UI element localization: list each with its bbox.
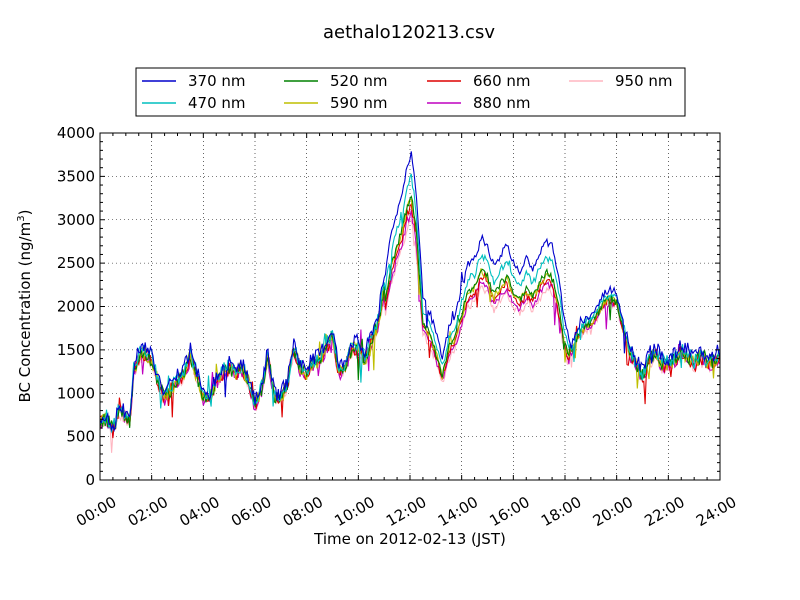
y-tick-label: 1000	[57, 384, 95, 402]
y-tick-label: 0	[85, 471, 95, 489]
y-axis-label-superscript: 3	[16, 215, 27, 221]
y-tick-label: 3000	[57, 211, 95, 229]
x-tick-label: 20:00	[590, 493, 636, 530]
x-tick-label: 18:00	[538, 493, 584, 530]
x-tick-label: 08:00	[280, 493, 326, 530]
y-tick-label: 2000	[57, 298, 95, 316]
legend-label: 660 nm	[473, 72, 531, 90]
y-tick-label: 1500	[57, 341, 95, 359]
y-axis-label-close: )	[16, 210, 34, 216]
x-tick-label: 14:00	[435, 493, 481, 530]
x-tick-label: 24:00	[693, 493, 739, 530]
legend-label: 950 nm	[615, 72, 673, 90]
legend-label: 470 nm	[188, 94, 246, 112]
legend-label: 370 nm	[188, 72, 246, 90]
legend-label: 520 nm	[330, 72, 388, 90]
series-line	[99, 210, 721, 438]
x-axis-label: Time on 2012-02-13 (JST)	[313, 530, 506, 548]
y-tick-label: 500	[66, 428, 95, 446]
chart-title: aethalo120213.csv	[323, 22, 495, 43]
x-tick-label: 04:00	[176, 493, 222, 530]
x-tick-label: 00:00	[73, 493, 119, 530]
x-tick-label: 22:00	[641, 493, 687, 530]
y-tick-label: 2500	[57, 254, 95, 272]
x-tick-label: 06:00	[228, 493, 274, 530]
x-tick-label: 02:00	[125, 493, 171, 530]
legend-box	[135, 67, 686, 117]
legend: 370 nm 470 nm 520 nm 590 nm 660 nm 880 nm 950 …	[135, 67, 686, 117]
y-axis-label: BC Concentration (ng/m3)	[16, 210, 34, 403]
plot-area: 00:00 02:00 04:00 06:00 08:00 10:00 12:00 14:00…	[57, 124, 740, 530]
legend-label: 880 nm	[473, 94, 531, 112]
y-tick-label: 4000	[57, 124, 95, 142]
y-axis-label-main: BC Concentration (ng/m	[16, 222, 34, 403]
x-tick-label: 12:00	[383, 493, 429, 530]
x-tick-label: 16:00	[486, 493, 532, 530]
y-tick-label: 3500	[57, 167, 95, 185]
x-tick-label: 10:00	[331, 493, 377, 530]
series-line	[99, 151, 721, 433]
legend-label: 590 nm	[330, 94, 388, 112]
series-line	[99, 195, 721, 429]
